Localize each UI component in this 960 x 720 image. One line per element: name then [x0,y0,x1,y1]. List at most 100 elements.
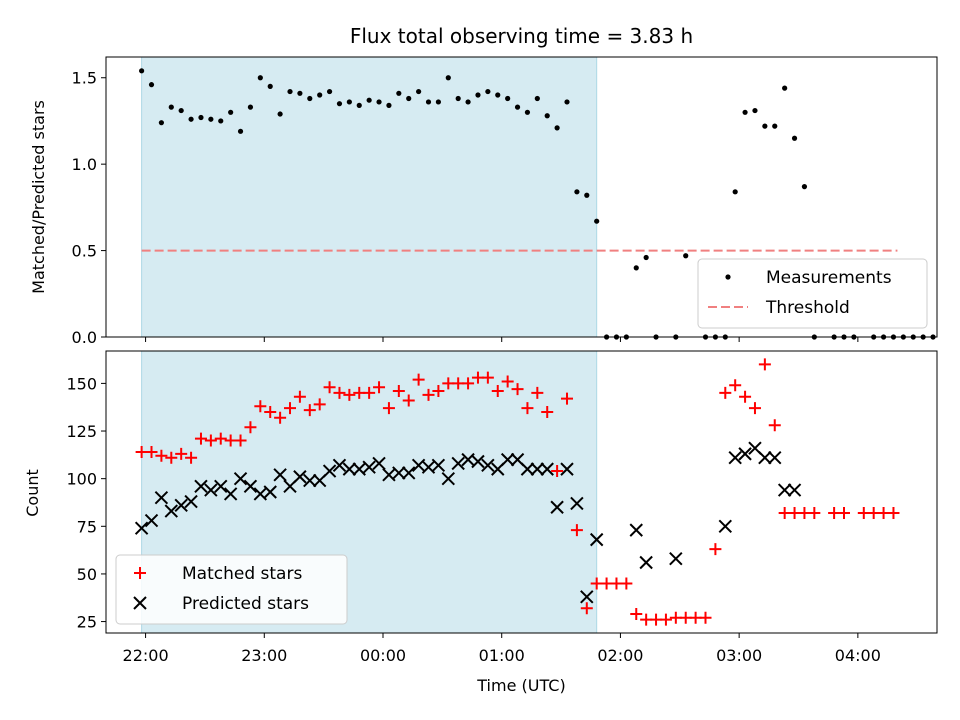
predicted-star-point [787,483,802,497]
matched-star-point [363,386,376,399]
legend-marker-measurements [725,274,731,280]
predicted-star-point [204,483,218,497]
predicted-star-point [580,590,594,604]
x-tick-label: 02:00 [597,646,643,665]
predicted-star-point [560,462,574,476]
matched-star-point [412,373,425,386]
predicted-star-point [303,473,317,488]
measurement-point [336,101,343,107]
top-axes-frame [105,56,938,338]
matched-star-point [145,445,158,458]
measurement-point [228,109,234,115]
matched-star-point [264,405,277,418]
matched-star-point [204,434,217,447]
measurement-point [762,123,768,129]
x-tick-label: 03:00 [716,646,762,665]
predicted-star-point [372,456,386,471]
matched-star-point [373,381,386,394]
predicted-star-point [144,513,159,528]
matched-star-point [254,400,267,413]
predicted-star-point [570,496,584,511]
measurement-point [356,102,362,108]
matched-star-point [214,432,227,445]
measurement-point [643,254,649,261]
bottom-y-tick-label: 75 [77,517,97,536]
legend-marker-predicted [133,596,147,610]
matched-star-point [432,385,445,398]
measurement-point [594,218,600,224]
matched-star-point [580,602,593,615]
top-y-axis-label: Matched/Predicted stars [29,100,48,294]
matched-star-point [531,386,544,399]
matched-star-point [838,506,851,519]
bottom-y-ticks: 25 50 75 100 125 150 [66,374,106,632]
top-y-tick-label: 0.5 [72,242,97,261]
matched-star-point [284,402,297,415]
legend-marker-matched [134,567,146,579]
predicted-star-point [520,462,535,476]
measurement-point [564,99,570,105]
matched-star-point [382,402,395,415]
predicted-star-point [768,450,782,465]
measurement-point [307,95,313,102]
matched-star-point [323,381,336,394]
predicted-star-point [184,494,198,509]
matched-star-point [758,358,771,371]
matched-star-point [185,451,198,464]
predicted-star-point [214,479,228,493]
x-tick-label: 04:00 [835,646,881,665]
measurement-point [801,184,808,190]
measurement-point [742,109,748,115]
matched-star-point [194,432,207,445]
top-y-tick-label: 1.0 [72,155,97,174]
matched-star-point [709,543,722,556]
measurement-point [386,102,392,108]
predicted-star-point [777,483,792,497]
matched-star-point [402,394,415,407]
measurement-point [257,75,263,81]
measurement-point [287,88,293,95]
measurement-point [188,116,194,122]
measurement-point [752,107,758,114]
bottom-y-tick-label: 25 [77,613,97,632]
matched-star-point [422,388,435,401]
matched-star-point [551,465,564,478]
measurement-point [158,120,164,126]
matched-star-point [462,377,475,390]
measurement-point [791,135,798,141]
matched-star-point [808,506,821,519]
x-tick-label: 22:00 [123,646,169,665]
x-tick-label: 01:00 [479,646,525,665]
predicted-star-point [154,491,169,505]
measurement-point [455,95,461,102]
predicted-star-point [540,462,554,476]
matched-star-point [561,392,574,405]
measurement-point [772,123,778,129]
predicted-star-point [530,462,545,476]
measurement-point [317,92,323,98]
matched-star-point [293,390,306,403]
measurement-point [208,116,214,122]
predicted-star-point [471,454,485,469]
matched-star-point [343,388,356,401]
matched-star-point [887,506,900,519]
measurement-point [435,99,441,105]
matched-star-point [165,451,178,464]
legend-label-threshold: Threshold [765,298,850,318]
matched-star-point [274,411,287,424]
bottom-legend-box [115,554,348,625]
predicted-star-point [174,498,188,513]
matched-star-point [501,375,514,388]
predicted-star-point [550,500,564,514]
predicted-star-point [481,458,495,473]
predicted-star-point [728,450,742,465]
measurement-point [544,113,550,119]
predicted-star-point [223,487,238,501]
predicted-star-point [500,452,515,467]
matched-star-point [313,398,326,411]
matched-star-point [630,607,643,620]
predicted-star-point [273,468,287,482]
measurement-point [514,104,521,110]
top-y-ticks: 0.0 0.5 1.0 1.5 [72,69,106,347]
matched-star-point [659,613,672,626]
